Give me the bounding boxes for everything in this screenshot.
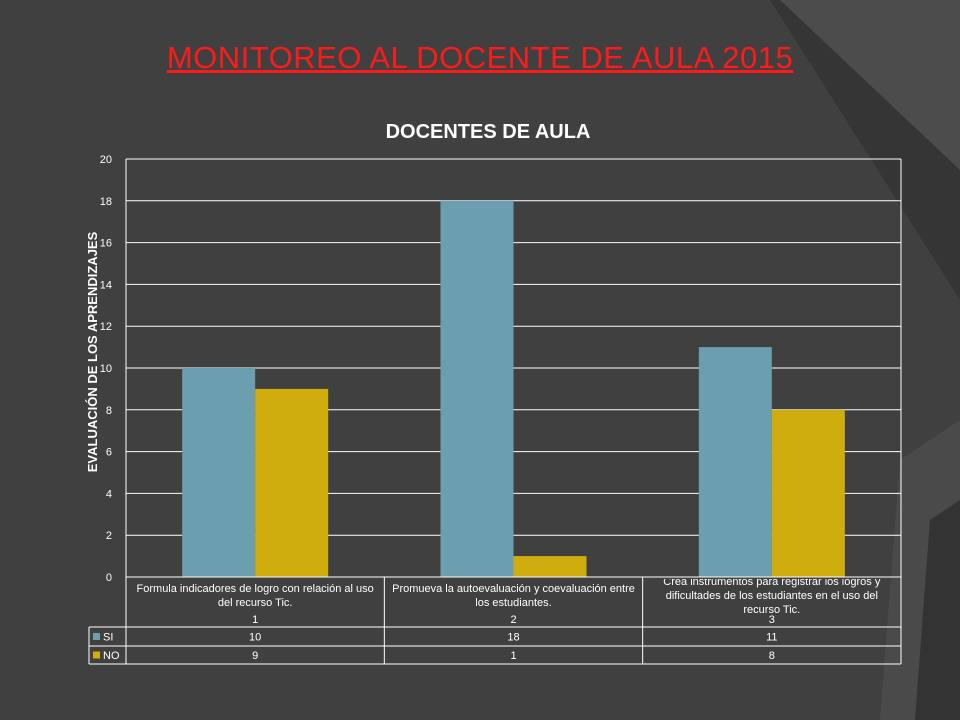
category-number: 2 — [510, 614, 516, 626]
table-value: 9 — [252, 650, 258, 662]
category-number: 3 — [769, 614, 775, 626]
decor-bottom-dark — [915, 500, 960, 720]
category-label-box: Crea instrumentos para registrar los log… — [647, 579, 897, 613]
legend-key-no — [93, 651, 100, 659]
decor-light-band — [780, 0, 960, 170]
y-tick-label: 14 — [100, 279, 112, 291]
category-label-box: Promueva la autoevaluación y coevaluació… — [388, 579, 638, 613]
y-tick-label: 8 — [106, 405, 112, 417]
bar-no-2 — [513, 556, 587, 577]
table-value: 11 — [766, 632, 777, 644]
table-value: 18 — [507, 632, 519, 644]
legend-label-no: NO — [103, 650, 120, 662]
y-tick-label: 12 — [100, 321, 112, 333]
y-tick-label: 16 — [100, 238, 112, 250]
category-number: 1 — [252, 614, 258, 626]
y-tick-label: 0 — [106, 572, 112, 584]
y-tick-label: 18 — [100, 196, 112, 208]
category-label: Crea instrumentos para registrar los log… — [663, 579, 881, 613]
category-label-container: Promueva la autoevaluación y coevaluació… — [388, 579, 638, 613]
table-value: 10 — [249, 632, 261, 644]
y-tick-label: 2 — [106, 530, 112, 542]
bar-si-3 — [698, 347, 772, 577]
y-axis-label: EVALUACIÓN DE LOS APRENDIZAJES — [85, 231, 100, 472]
y-tick-label: 20 — [100, 154, 112, 166]
bars — [182, 200, 845, 578]
y-tick-label: 4 — [106, 488, 112, 500]
category-label-container: Crea instrumentos para registrar los log… — [647, 579, 897, 613]
data-table: Formula indicadores de logro con relació… — [88, 576, 902, 665]
slide-title: MONITOREO AL DOCENTE DE AULA 2015 — [166, 40, 794, 75]
category-label-container: Formula indicadores de logro con relació… — [130, 579, 380, 613]
legend-key-si — [93, 633, 100, 640]
table-value: 1 — [510, 650, 516, 662]
bar-si-2 — [440, 200, 514, 578]
legend-label-si: SI — [103, 632, 113, 644]
bar-no-1 — [255, 388, 329, 577]
category-label: Formula indicadores de logro con relació… — [136, 583, 374, 609]
chart-title: DOCENTES DE AULA — [386, 121, 591, 143]
category-label-box: Formula indicadores de logro con relació… — [130, 579, 380, 613]
y-tick-labels: 0 2 4 6 8 10 12 14 16 18 20 — [100, 154, 112, 584]
bar-si-1 — [182, 368, 256, 577]
y-tick-label: 6 — [106, 447, 112, 459]
bar-no-3 — [771, 409, 845, 577]
y-tick-label: 10 — [100, 363, 112, 375]
table-value: 8 — [769, 650, 775, 662]
category-label: Promueva la autoevaluación y coevaluació… — [392, 583, 635, 609]
